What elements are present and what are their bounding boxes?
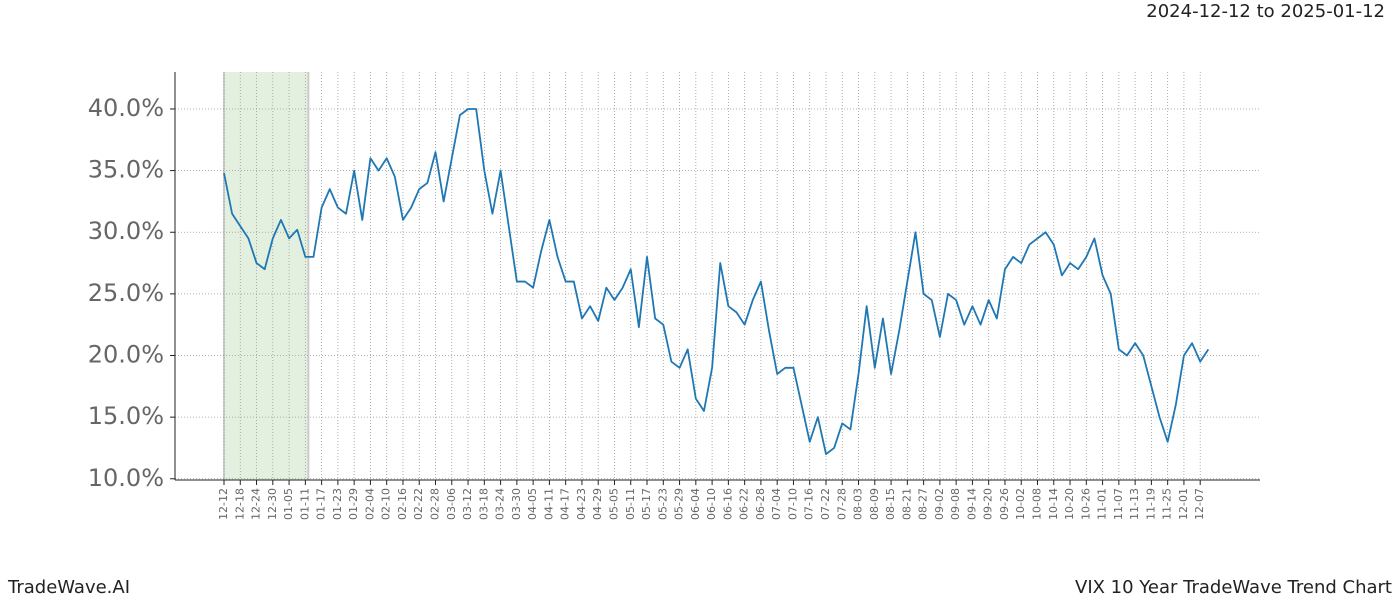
y-tick-label: 10.0% xyxy=(88,464,164,492)
x-tick-label: 04-17 xyxy=(559,488,572,520)
x-tick-label: 04-11 xyxy=(542,488,555,520)
x-tick-label: 11-25 xyxy=(1161,488,1174,520)
y-tick-label: 30.0% xyxy=(88,217,164,245)
x-tick-label: 04-23 xyxy=(575,488,588,520)
x-tick-label: 10-14 xyxy=(1047,488,1060,520)
x-tick-label: 08-27 xyxy=(917,488,930,520)
x-tick-label: 10-20 xyxy=(1063,488,1076,520)
x-tick-label: 12-18 xyxy=(233,488,246,520)
x-tick-label: 04-05 xyxy=(526,488,539,520)
x-tick-label: 05-29 xyxy=(673,488,686,520)
x-tick-label: 01-23 xyxy=(331,488,344,520)
highlight-band xyxy=(224,72,309,480)
x-tick-label: 09-02 xyxy=(933,488,946,520)
x-tick-label: 08-03 xyxy=(852,488,865,520)
x-tick-label: 10-26 xyxy=(1079,488,1092,520)
x-tick-label: 02-10 xyxy=(380,488,393,520)
x-tick-label: 09-14 xyxy=(965,488,978,520)
x-tick-label: 05-17 xyxy=(640,488,653,520)
y-tick-label: 25.0% xyxy=(88,279,164,307)
x-tick-label: 08-09 xyxy=(868,488,881,520)
x-tick-label: 05-05 xyxy=(607,488,620,520)
x-tick-label: 11-01 xyxy=(1096,488,1109,520)
x-tick-label: 02-04 xyxy=(363,488,376,520)
x-tick-label: 11-07 xyxy=(1112,488,1125,520)
x-tick-label: 07-22 xyxy=(819,488,832,520)
x-tick-label: 09-26 xyxy=(998,488,1011,520)
x-tick-label: 06-10 xyxy=(705,488,718,520)
x-tick-label: 11-13 xyxy=(1128,488,1141,520)
x-tick-label: 03-30 xyxy=(510,488,523,520)
date-range: 2024-12-12 to 2025-01-12 xyxy=(1146,1,1385,22)
x-tick-label: 08-15 xyxy=(884,488,897,520)
x-tick-label: 12-24 xyxy=(250,488,263,520)
x-tick-label: 03-06 xyxy=(445,488,458,520)
x-tick-label: 03-12 xyxy=(461,488,474,520)
y-tick-label: 35.0% xyxy=(88,156,164,184)
x-tick-label: 12-12 xyxy=(217,488,230,520)
x-tick-label: 05-11 xyxy=(624,488,637,520)
x-tick-label: 03-18 xyxy=(477,488,490,520)
x-tick-label: 02-22 xyxy=(412,488,425,520)
trend-line xyxy=(223,108,1210,456)
x-tick-label: 01-29 xyxy=(347,488,360,520)
x-tick-label: 11-19 xyxy=(1144,488,1157,520)
x-tick-label: 07-10 xyxy=(786,488,799,520)
x-tick-label: 12-07 xyxy=(1193,488,1206,520)
x-tick-label: 05-23 xyxy=(656,488,669,520)
x-tick-label: 06-16 xyxy=(721,488,734,520)
x-tick-label: 02-16 xyxy=(396,488,409,520)
x-tick-label: 03-24 xyxy=(494,488,507,520)
x-tick-label: 09-20 xyxy=(982,488,995,520)
chart-title: VIX 10 Year TradeWave Trend Chart xyxy=(1075,577,1392,598)
x-tick-label: 04-29 xyxy=(591,488,604,520)
x-tick-label: 06-22 xyxy=(738,488,751,520)
x-tick-label: 09-08 xyxy=(949,488,962,520)
x-tick-label: 10-02 xyxy=(1014,488,1027,520)
x-tick-label: 12-01 xyxy=(1177,488,1190,520)
x-tick-label: 08-21 xyxy=(900,488,913,520)
x-tick-label: 07-28 xyxy=(835,488,848,520)
x-tick-label: 02-28 xyxy=(429,488,442,520)
y-tick-label: 15.0% xyxy=(88,402,164,430)
x-tick-label: 06-28 xyxy=(754,488,767,520)
x-tick-label: 06-04 xyxy=(689,488,702,520)
x-tick-label: 12-30 xyxy=(266,488,279,520)
x-tick-label: 01-05 xyxy=(282,488,295,520)
y-tick-label: 40.0% xyxy=(88,94,164,122)
y-tick-label: 20.0% xyxy=(88,341,164,369)
watermark: TradeWave.AI xyxy=(7,577,130,598)
x-tick-label: 07-04 xyxy=(770,488,783,520)
x-tick-label: 01-17 xyxy=(315,488,328,520)
x-tick-label: 07-16 xyxy=(803,488,816,520)
x-tick-label: 01-11 xyxy=(298,488,311,520)
x-tick-label: 10-08 xyxy=(1031,488,1044,520)
